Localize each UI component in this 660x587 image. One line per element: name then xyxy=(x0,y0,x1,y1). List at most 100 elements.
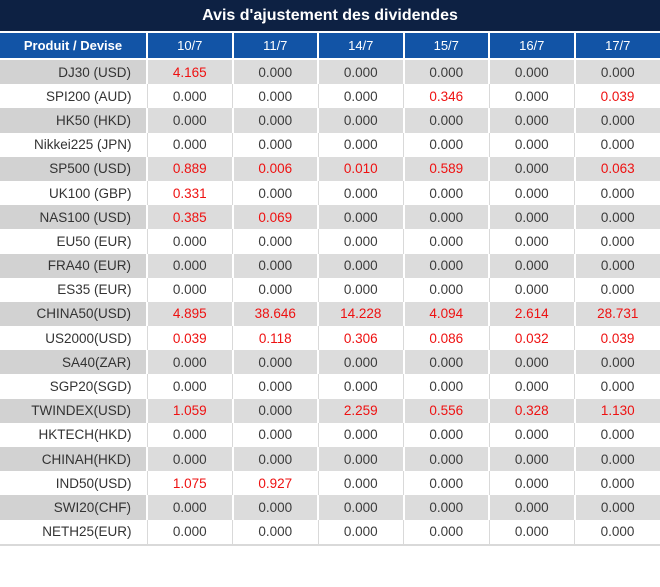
page-title: Avis d'ajustement des dividendes xyxy=(0,0,660,33)
value-cell: 0.000 xyxy=(402,253,489,278)
table-row: SGP20(SGD) 0.000 0.000 0.000 0.000 0.000 0.000 xyxy=(0,374,660,399)
product-cell: TWINDEX(USD) xyxy=(0,398,147,423)
value-cell: 0.000 xyxy=(231,108,318,133)
value-cell: 0.000 xyxy=(488,471,575,496)
value-cell: 0.000 xyxy=(146,350,233,375)
value-cell: 4.895 xyxy=(146,301,233,327)
column-header-date-5: 16/7 xyxy=(488,33,575,60)
value-cell: 0.000 xyxy=(488,422,575,447)
product-cell: NAS100 (USD) xyxy=(0,205,147,230)
product-cell: SPI200 (AUD) xyxy=(0,84,147,109)
value-cell: 0.000 xyxy=(488,277,575,302)
value-cell: 0.000 xyxy=(146,447,233,472)
value-cell: 0.000 xyxy=(403,132,489,157)
value-cell: 2.614 xyxy=(488,301,575,327)
value-cell: 0.000 xyxy=(488,495,575,520)
value-cell: 0.000 xyxy=(402,495,489,520)
value-cell: 0.000 xyxy=(573,108,660,133)
value-cell: 0.000 xyxy=(488,350,575,375)
value-cell: 0.000 xyxy=(488,205,575,230)
product-cell: HK50 (HKD) xyxy=(0,108,147,133)
value-cell: 0.000 xyxy=(574,422,660,447)
value-cell: 0.000 xyxy=(317,84,404,109)
product-cell: US2000(USD) xyxy=(0,326,147,351)
dividends-table: Produit / Devise 10/7 11/7 14/7 15/7 16/… xyxy=(0,33,660,546)
value-cell: 0.063 xyxy=(573,156,660,181)
value-cell: 0.000 xyxy=(403,180,489,206)
product-cell: ES35 (EUR) xyxy=(0,277,147,302)
value-cell: 0.000 xyxy=(573,447,660,472)
value-cell: 0.000 xyxy=(317,205,404,230)
value-cell: 0.000 xyxy=(573,350,660,375)
value-cell: 0.589 xyxy=(402,156,489,181)
value-cell: 1.075 xyxy=(146,471,233,496)
value-cell: 0.385 xyxy=(146,205,233,230)
value-cell: 0.000 xyxy=(231,350,318,375)
value-cell: 0.000 xyxy=(317,59,404,85)
product-cell: SWI20(CHF) xyxy=(0,495,147,520)
value-cell: 0.039 xyxy=(574,84,660,109)
value-cell: 0.000 xyxy=(317,447,404,472)
value-cell: 0.000 xyxy=(488,447,575,472)
column-header-date-2: 11/7 xyxy=(231,33,318,60)
value-cell: 2.259 xyxy=(317,398,404,423)
value-cell: 0.000 xyxy=(232,132,318,157)
value-cell: 0.000 xyxy=(317,471,404,496)
value-cell: 0.000 xyxy=(232,422,318,447)
value-cell: 1.059 xyxy=(146,398,233,423)
value-cell: 0.000 xyxy=(574,180,660,206)
value-cell: 14.228 xyxy=(317,301,404,327)
value-cell: 0.086 xyxy=(403,326,489,351)
value-cell: 0.000 xyxy=(574,132,660,157)
value-cell: 0.306 xyxy=(317,326,404,351)
table-row: Nikkei225 (JPN) 0.000 0.000 0.000 0.000 0.000… xyxy=(0,132,660,157)
table-row: US2000(USD) 0.039 0.118 0.306 0.086 0.032 0.03… xyxy=(0,326,660,351)
value-cell: 0.032 xyxy=(488,326,575,351)
value-cell: 28.731 xyxy=(573,301,660,327)
value-cell: 0.000 xyxy=(146,374,233,399)
column-header-date-1: 10/7 xyxy=(146,33,233,60)
table-row: EU50 (EUR) 0.000 0.000 0.000 0.000 0.000 0.000 xyxy=(0,229,660,254)
value-cell: 0.000 xyxy=(488,519,575,545)
value-cell: 0.000 xyxy=(402,447,489,472)
value-cell: 0.000 xyxy=(488,156,575,181)
value-cell: 0.000 xyxy=(488,84,575,109)
value-cell: 0.328 xyxy=(488,398,575,423)
value-cell: 0.000 xyxy=(574,277,660,302)
table-row: TWINDEX(USD) 1.059 0.000 2.259 0.556 0.328 1.1… xyxy=(0,398,660,423)
product-cell: EU50 (EUR) xyxy=(0,229,147,254)
value-cell: 0.000 xyxy=(488,132,575,157)
table-row: SPI200 (AUD) 0.000 0.000 0.000 0.346 0.000 0.0… xyxy=(0,84,660,109)
value-cell: 0.000 xyxy=(232,519,318,545)
value-cell: 0.000 xyxy=(146,253,233,278)
value-cell: 0.000 xyxy=(232,84,318,109)
product-cell: HKTECH(HKD) xyxy=(0,422,147,447)
product-cell: CHINAH(HKD) xyxy=(0,447,147,472)
value-cell: 0.000 xyxy=(574,374,660,399)
value-cell: 0.000 xyxy=(573,495,660,520)
value-cell: 0.000 xyxy=(403,471,489,496)
value-cell: 0.118 xyxy=(232,326,318,351)
product-cell: SGP20(SGD) xyxy=(0,374,147,399)
table-row: SWI20(CHF) 0.000 0.000 0.000 0.000 0.000 0.000 xyxy=(0,495,660,520)
table-row: FRA40 (EUR) 0.000 0.000 0.000 0.000 0.000 0.00… xyxy=(0,253,660,278)
value-cell: 0.927 xyxy=(232,471,318,496)
value-cell: 0.000 xyxy=(146,84,233,109)
value-cell: 0.000 xyxy=(146,108,233,133)
product-cell: SA40(ZAR) xyxy=(0,350,147,375)
table-row: HKTECH(HKD) 0.000 0.000 0.000 0.000 0.000 0.00… xyxy=(0,422,660,447)
value-cell: 0.000 xyxy=(488,180,575,206)
value-cell: 0.000 xyxy=(232,229,318,254)
value-cell: 0.000 xyxy=(403,277,489,302)
value-cell: 0.000 xyxy=(232,374,318,399)
value-cell: 0.000 xyxy=(574,471,660,496)
value-cell: 1.130 xyxy=(573,398,660,423)
value-cell: 0.000 xyxy=(146,132,233,157)
value-cell: 0.000 xyxy=(403,519,489,545)
value-cell: 0.000 xyxy=(317,422,404,447)
value-cell: 0.000 xyxy=(231,398,318,423)
value-cell: 4.094 xyxy=(402,301,489,327)
column-header-date-3: 14/7 xyxy=(317,33,404,60)
value-cell: 0.000 xyxy=(574,519,660,545)
